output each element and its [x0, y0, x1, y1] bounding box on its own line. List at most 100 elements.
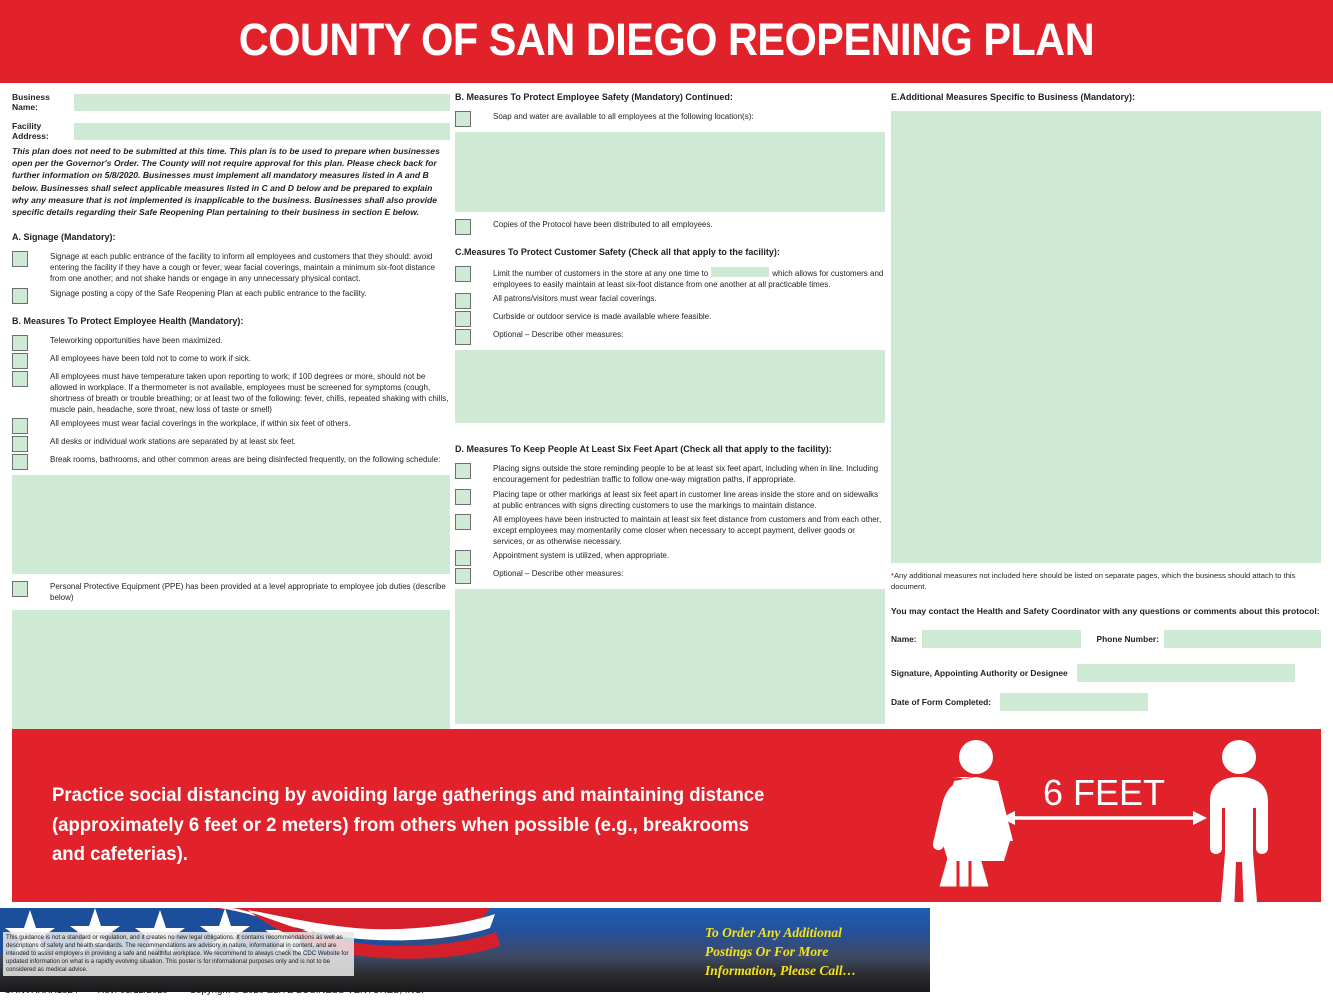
- signature-row: Signature, Appointing Authority or Desig…: [891, 664, 1321, 683]
- footer-meta: CRNVXXXX1824 Rev: 05/12/2020 Copyright ©…: [4, 985, 424, 996]
- checkbox-item[interactable]: All employees must wear facial coverings…: [12, 418, 450, 435]
- checkbox-b2[interactable]: [12, 353, 28, 370]
- checkbox-b1[interactable]: [12, 335, 28, 352]
- column-left: Business Name: Facility Address: This pl…: [12, 92, 450, 753]
- checkbox-item[interactable]: Personal Protective Equipment (PPE) has …: [12, 581, 450, 603]
- checkbox-b5[interactable]: [12, 436, 28, 453]
- header-banner: COUNTY OF SAN DIEGO REOPENING PLAN: [0, 0, 1333, 83]
- checkbox-protocol-label: Copies of the Protocol have been distrib…: [493, 220, 713, 229]
- flag-background: This guidance is not a standard or regul…: [0, 908, 930, 992]
- checkbox-item[interactable]: Limit the number of customers in the sto…: [455, 266, 885, 290]
- checkbox-item[interactable]: Optional – Describe other measures:: [455, 568, 885, 585]
- checkbox-b3[interactable]: [12, 371, 28, 388]
- checkbox-item[interactable]: Placing signs outside the store remindin…: [455, 463, 885, 485]
- checkbox-ppe-label: Personal Protective Equipment (PPE) has …: [50, 582, 446, 602]
- man-icon: [1210, 740, 1268, 914]
- checkbox-c1-label: Limit the number of customers in the sto…: [493, 266, 885, 290]
- checkbox-item[interactable]: All desks or individual work stations ar…: [12, 436, 450, 453]
- checkbox-b2-label: All employees have been told not to come…: [50, 354, 251, 364]
- disclaimer-text: This guidance is not a standard or regul…: [3, 932, 354, 977]
- checkbox-c4-label: Optional – Describe other measures:: [493, 330, 624, 340]
- checkbox-c2[interactable]: [455, 293, 471, 310]
- order-line-2: Postings Or For More: [705, 944, 829, 960]
- section-d-heading: D. Measures To Keep People At Least Six …: [455, 444, 832, 455]
- checkbox-a1-label: Signage at each public entrance of the f…: [50, 252, 436, 283]
- intro-paragraph: This plan does not need to be submitted …: [12, 146, 440, 218]
- date-row: Date of Form Completed:: [891, 693, 1321, 712]
- section-d-other-textarea[interactable]: [455, 589, 885, 725]
- checkbox-item[interactable]: Signage posting a copy of the Safe Reope…: [12, 288, 450, 305]
- checkbox-d2[interactable]: [455, 488, 471, 505]
- checkbox-c2-label: All patrons/visitors must wear facial co…: [493, 294, 657, 304]
- contact-name-row: Name: Phone Number:: [891, 630, 1321, 649]
- checkbox-soap-label: Soap and water are available to all empl…: [493, 112, 754, 121]
- checkbox-c3-label: Curbside or outdoor service is made avai…: [493, 312, 712, 322]
- checkbox-item[interactable]: Curbside or outdoor service is made avai…: [455, 311, 885, 328]
- checkbox-b4[interactable]: [12, 418, 28, 435]
- section-e-footnote: *Any additional measures not included he…: [891, 571, 1296, 591]
- checkbox-d3-label: All employees have been instructed to ma…: [493, 515, 882, 546]
- checkbox-item[interactable]: Optional – Describe other measures:: [455, 329, 885, 346]
- checkbox-c1[interactable]: [455, 266, 471, 282]
- facility-address-input[interactable]: [74, 122, 450, 140]
- checkbox-item[interactable]: Teleworking opportunities have been maxi…: [12, 335, 450, 352]
- soap-location-textarea[interactable]: [455, 132, 885, 212]
- limit-suffix-text: which allows for customers and employees…: [493, 269, 884, 289]
- checkbox-item[interactable]: All employees must have temperature take…: [12, 371, 450, 415]
- checkbox-item[interactable]: Copies of the Protocol have been distrib…: [455, 219, 885, 235]
- checkbox-item[interactable]: Appointment system is utilized, when app…: [455, 550, 885, 567]
- order-line-1: To Order Any Additional: [705, 925, 842, 940]
- section-a-heading: A. Signage (Mandatory):: [12, 232, 116, 243]
- checkbox-a2-label: Signage posting a copy of the Safe Reope…: [50, 289, 367, 299]
- order-info-text: To Order Any Additional Postings Or For …: [705, 923, 856, 980]
- checkbox-b4-label: All employees must wear facial coverings…: [50, 419, 351, 429]
- contact-phone-label: Phone Number:: [1096, 634, 1159, 645]
- checkbox-ppe[interactable]: [12, 581, 28, 598]
- checkbox-c3[interactable]: [455, 311, 471, 328]
- customer-limit-input[interactable]: [711, 267, 770, 277]
- facility-address-row: Facility Address:: [12, 121, 450, 141]
- checkbox-d5[interactable]: [455, 568, 471, 585]
- checkbox-d1[interactable]: [455, 463, 471, 480]
- checkbox-d3[interactable]: [455, 514, 471, 531]
- checkbox-item[interactable]: Signage at each public entrance of the f…: [12, 251, 450, 284]
- woman-icon: [932, 740, 1013, 887]
- checkbox-item[interactable]: Placing tape or other markings at least …: [455, 488, 885, 511]
- six-feet-label: 6 FEET: [1043, 772, 1165, 813]
- signature-input[interactable]: [1076, 664, 1295, 683]
- section-e-textarea[interactable]: [891, 111, 1321, 563]
- checkbox-b6[interactable]: [12, 454, 28, 471]
- date-label: Date of Form Completed:: [891, 697, 992, 708]
- disinfection-schedule-textarea[interactable]: [12, 475, 450, 575]
- footer: This guidance is not a standard or regul…: [0, 908, 1333, 1000]
- contact-name-input[interactable]: [921, 630, 1081, 649]
- limit-prefix-text: Limit the number of customers in the sto…: [493, 269, 709, 278]
- column-middle: B. Measures To Protect Employee Safety (…: [455, 92, 885, 725]
- copyright-text: Copyright © 2020 ELITE BUSINESS VENTURES…: [189, 985, 424, 996]
- business-name-input[interactable]: [74, 93, 450, 111]
- checkbox-b5-label: All desks or individual work stations ar…: [50, 437, 296, 447]
- checkbox-item[interactable]: Soap and water are available to all empl…: [455, 111, 885, 127]
- distance-arrow-icon: [1001, 811, 1207, 825]
- date-input[interactable]: [1000, 693, 1149, 712]
- facility-address-label: Facility Address:: [12, 121, 49, 141]
- checkbox-item[interactable]: All employees have been instructed to ma…: [455, 514, 885, 547]
- checkbox-b1-label: Teleworking opportunities have been maxi…: [50, 336, 223, 346]
- section-e-heading: E.Additional Measures Specific to Busine…: [891, 92, 1136, 102]
- checkbox-item[interactable]: Break rooms, bathrooms, and other common…: [12, 454, 450, 471]
- checkbox-a2[interactable]: [12, 288, 28, 305]
- checkbox-protocol[interactable]: [455, 219, 471, 235]
- order-line-3: Information, Please Call…: [705, 963, 857, 979]
- checkbox-d4[interactable]: [455, 550, 471, 567]
- section-c-other-textarea[interactable]: [455, 350, 885, 424]
- checkbox-item[interactable]: All patrons/visitors must wear facial co…: [455, 293, 885, 310]
- checkbox-item[interactable]: All employees have been told not to come…: [12, 353, 450, 370]
- checkbox-c4[interactable]: [455, 329, 471, 346]
- checkbox-a1[interactable]: [12, 251, 28, 268]
- ppe-description-textarea[interactable]: [12, 609, 450, 753]
- page-title: COUNTY OF SAN DIEGO REOPENING PLAN: [238, 14, 1095, 65]
- checkbox-soap[interactable]: [455, 111, 471, 127]
- contact-phone-input[interactable]: [1163, 630, 1321, 649]
- revision-date: Rev: 05/12/2020: [97, 985, 168, 996]
